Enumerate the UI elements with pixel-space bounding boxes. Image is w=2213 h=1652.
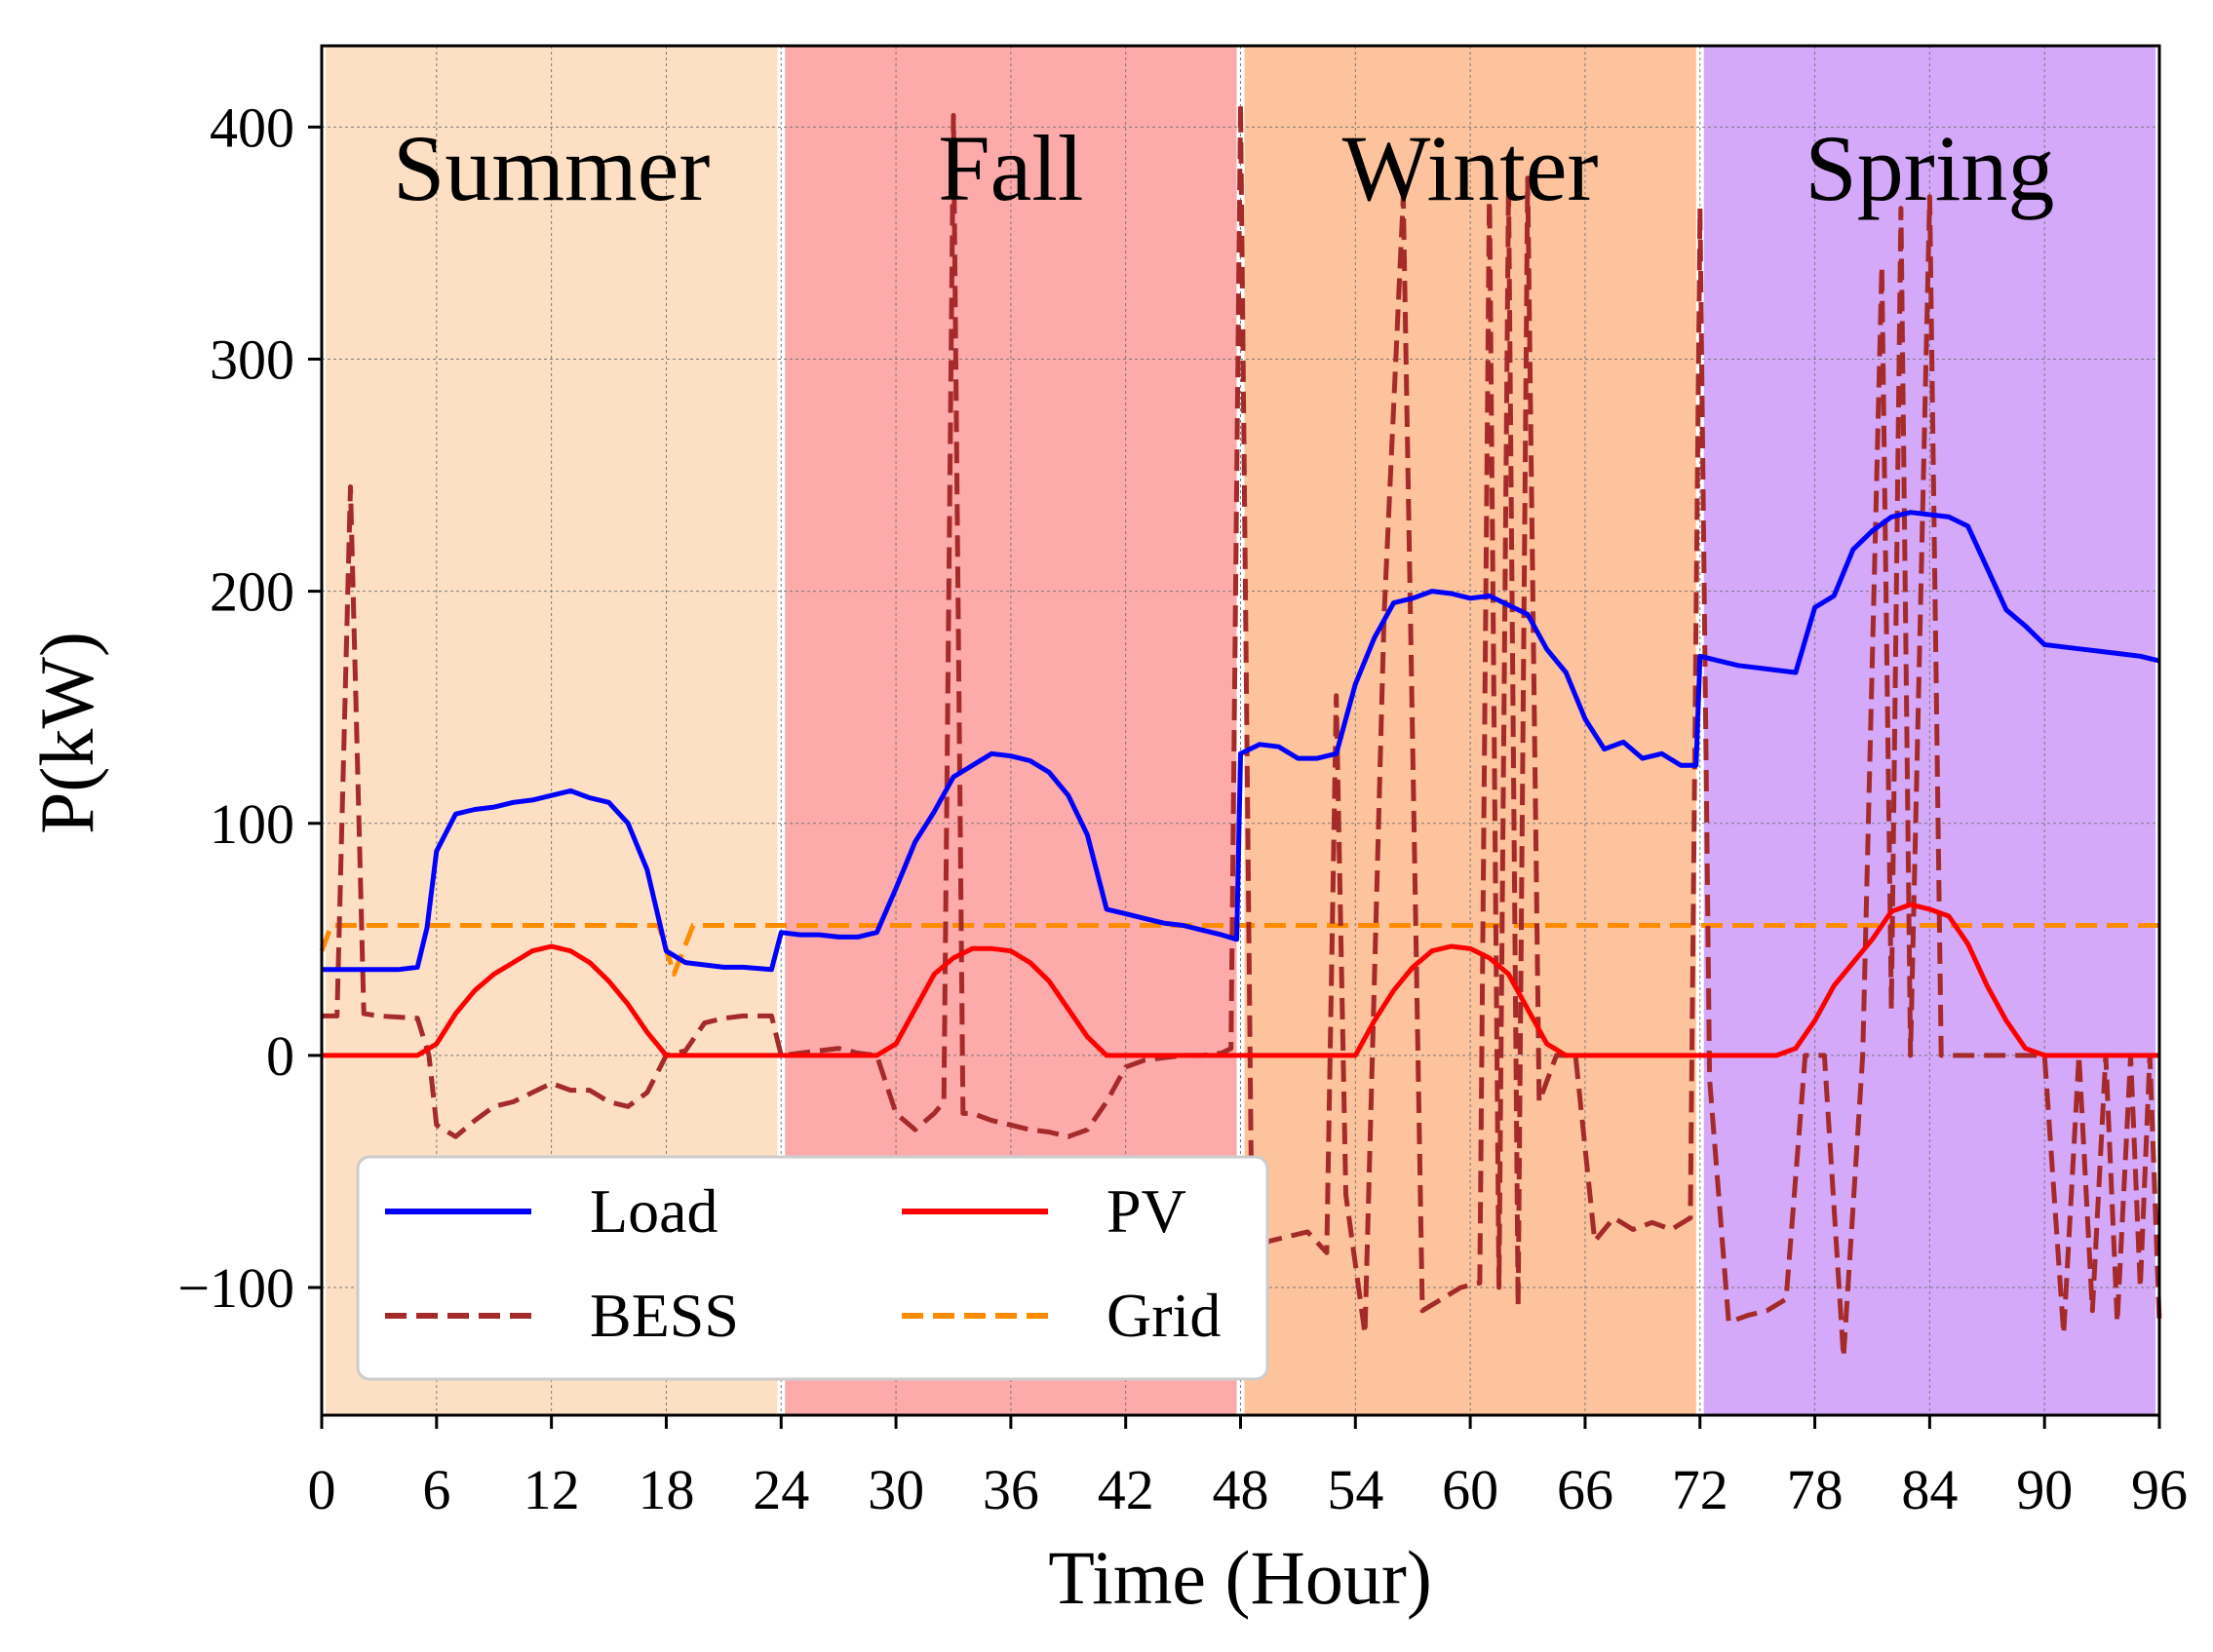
y-tick-label: 300: [210, 327, 294, 391]
legend-label-bess: BESS: [590, 1281, 739, 1350]
x-tick-label: 90: [2016, 1458, 2073, 1521]
x-tick-label: 72: [1672, 1458, 1728, 1521]
series-line-load: [322, 510, 2160, 973]
legend-label-grid: Grid: [1106, 1281, 1221, 1350]
y-axis-title: P(kW): [24, 632, 109, 834]
x-tick-label: 24: [753, 1458, 809, 1521]
x-tick-label: 60: [1442, 1458, 1498, 1521]
x-tick-label: 12: [524, 1458, 580, 1521]
x-tick-label: 48: [1213, 1458, 1269, 1521]
x-tick-label: 0: [308, 1458, 336, 1521]
legend-label-load: Load: [590, 1176, 718, 1246]
y-tick-label: 400: [210, 96, 294, 159]
x-tick-label: 96: [2131, 1458, 2188, 1521]
x-tick-label: 84: [1901, 1458, 1958, 1521]
x-tick-label: 66: [1557, 1458, 1613, 1521]
x-tick-label: 36: [983, 1458, 1039, 1521]
x-tick-label: 18: [638, 1458, 694, 1521]
y-tick-label: 100: [210, 792, 294, 856]
legend: Load BESS PV Grid: [356, 1155, 1269, 1381]
y-tick-label: 0: [266, 1024, 294, 1088]
x-tick-label: 78: [1787, 1458, 1844, 1521]
legend-label-pv: PV: [1106, 1176, 1186, 1246]
series-line-pv: [322, 902, 2159, 1058]
season-label-spring: Spring: [1805, 116, 2054, 220]
season-label-summer: Summer: [393, 116, 710, 220]
x-axis: 0 6 12 18 24 30 36 42 48 54 60 66 72 78 84 90 96: [308, 1415, 2188, 1521]
x-tick-label: 6: [422, 1458, 450, 1521]
x-tick-label: 42: [1098, 1458, 1154, 1521]
season-labels: Summer Fall Winter Spring: [393, 116, 2054, 220]
y-tick-label: −100: [177, 1256, 294, 1320]
series-layer: [319, 101, 2162, 1360]
season-label-fall: Fall: [938, 116, 1083, 220]
x-tick-label: 54: [1327, 1458, 1383, 1521]
season-label-winter: Winter: [1342, 116, 1599, 220]
y-tick-label: 200: [210, 560, 294, 624]
y-axis: −100 0 100 200 300 400: [177, 96, 322, 1320]
x-tick-label: 30: [868, 1458, 924, 1521]
series-line-bess: [322, 101, 2162, 1360]
x-axis-title: Time (Hour): [1048, 1535, 1432, 1620]
